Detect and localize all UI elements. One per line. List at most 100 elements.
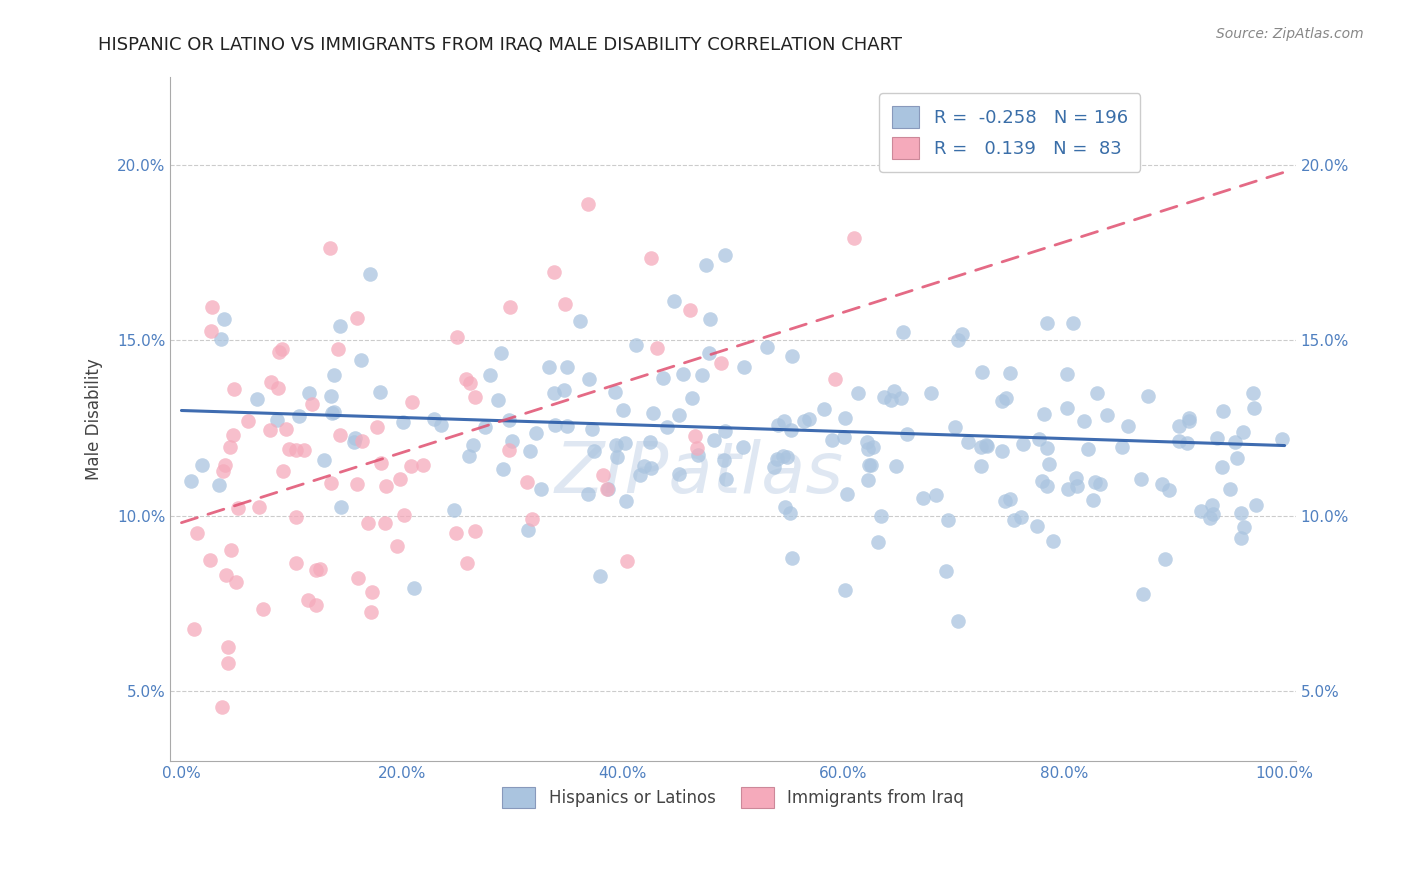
Point: [458, 376, 481, 391]
Point: [633, 458, 655, 473]
Point: [329, 318, 352, 333]
Point: [780, 423, 803, 437]
Point: [883, 384, 905, 399]
Point: [662, 293, 685, 308]
Point: [638, 434, 661, 449]
Point: [679, 302, 702, 317]
Point: [668, 467, 690, 482]
Point: [1033, 407, 1056, 421]
Point: [221, 543, 243, 558]
Legend: Hispanics or Latinos, Immigrants from Iraq: Hispanics or Latinos, Immigrants from Ir…: [495, 780, 970, 814]
Point: [186, 525, 208, 540]
Point: [891, 325, 914, 339]
Point: [224, 382, 246, 396]
Point: [554, 297, 576, 311]
Point: [837, 487, 859, 501]
Point: [1028, 432, 1050, 446]
Point: [486, 392, 509, 407]
Point: [1152, 477, 1174, 491]
Point: [1090, 477, 1112, 491]
Point: [456, 557, 478, 571]
Point: [357, 516, 380, 530]
Point: [314, 453, 336, 467]
Point: [970, 365, 993, 379]
Point: [1036, 479, 1059, 493]
Point: [896, 426, 918, 441]
Point: [1201, 499, 1223, 513]
Point: [773, 414, 796, 428]
Point: [499, 300, 522, 314]
Point: [655, 420, 678, 434]
Point: [474, 420, 496, 434]
Point: [832, 430, 855, 444]
Point: [191, 458, 214, 473]
Point: [555, 360, 578, 375]
Point: [394, 508, 416, 523]
Point: [612, 402, 634, 417]
Point: [270, 343, 292, 357]
Point: [834, 583, 856, 598]
Point: [991, 394, 1014, 409]
Point: [581, 422, 603, 436]
Point: [1232, 425, 1254, 439]
Point: [543, 265, 565, 279]
Point: [862, 441, 884, 455]
Point: [498, 413, 520, 427]
Point: [319, 476, 342, 491]
Point: [681, 391, 703, 405]
Point: [183, 623, 205, 637]
Point: [1038, 457, 1060, 471]
Point: [1084, 475, 1107, 489]
Point: [370, 456, 392, 470]
Point: [733, 360, 755, 375]
Point: [267, 381, 290, 395]
Point: [392, 415, 415, 429]
Point: [1111, 441, 1133, 455]
Point: [616, 554, 638, 568]
Point: [1168, 418, 1191, 433]
Point: [1132, 587, 1154, 601]
Point: [1206, 431, 1229, 445]
Point: [1073, 414, 1095, 428]
Point: [614, 436, 637, 450]
Point: [714, 424, 737, 438]
Point: [209, 332, 232, 346]
Point: [856, 442, 879, 457]
Point: [1230, 532, 1253, 546]
Point: [640, 460, 662, 475]
Point: [478, 368, 501, 383]
Point: [576, 487, 599, 501]
Point: [703, 433, 725, 447]
Point: [1077, 442, 1099, 456]
Point: [688, 448, 710, 462]
Point: [569, 314, 592, 328]
Point: [1177, 414, 1199, 428]
Point: [672, 368, 695, 382]
Point: [1243, 401, 1265, 416]
Point: [374, 516, 396, 530]
Point: [208, 478, 231, 492]
Point: [766, 452, 789, 467]
Point: [779, 507, 801, 521]
Point: [596, 482, 619, 496]
Point: [866, 535, 889, 549]
Point: [501, 434, 523, 448]
Point: [464, 524, 486, 538]
Point: [515, 475, 537, 490]
Point: [1271, 433, 1294, 447]
Point: [412, 458, 434, 472]
Point: [793, 414, 815, 428]
Point: [422, 411, 444, 425]
Point: [1010, 509, 1032, 524]
Point: [880, 392, 903, 407]
Point: [1157, 483, 1180, 498]
Point: [247, 500, 270, 515]
Point: [780, 551, 803, 566]
Point: [1031, 475, 1053, 489]
Point: [266, 413, 288, 427]
Point: [524, 425, 547, 440]
Point: [498, 442, 520, 457]
Point: [305, 598, 328, 612]
Point: [211, 700, 233, 714]
Point: [884, 459, 907, 474]
